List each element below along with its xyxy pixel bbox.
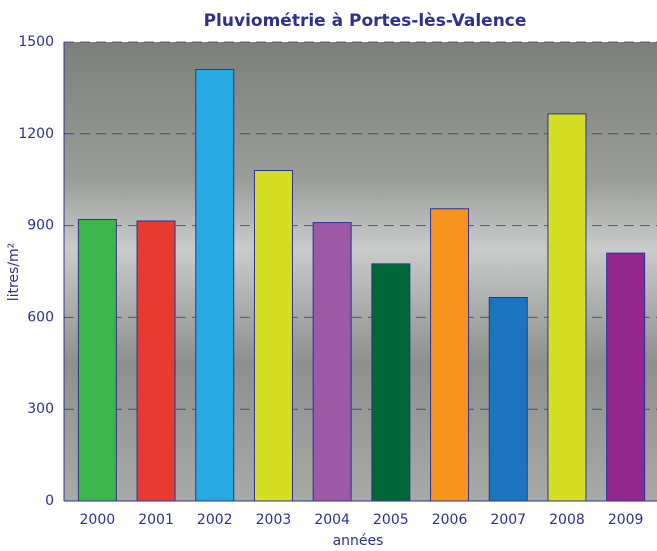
x-tick-label: 2005 [373,512,409,528]
x-tick-label: 2002 [197,512,233,528]
bar [607,253,645,501]
x-tick-label: 2009 [608,512,644,528]
bar [196,70,234,501]
bar [78,219,116,501]
y-tick-label: 1200 [18,126,54,142]
x-axis-label: années [333,533,384,549]
bar [489,298,527,501]
bar [372,264,410,501]
y-tick-label: 300 [27,401,54,417]
y-tick-label: 900 [27,218,54,234]
bar [548,114,586,501]
y-tick-label: 0 [45,493,54,509]
bar [137,221,175,501]
x-tick-label: 2007 [490,512,526,528]
chart: Pluviométrie à Portes-lès-Valence litres… [0,0,657,551]
x-tick-label: 2001 [138,512,174,528]
y-axis-label: litres/m² [6,243,22,302]
x-tick-label: 2008 [549,512,585,528]
x-tick-label: 2003 [256,512,292,528]
x-tick-label: 2004 [314,512,350,528]
x-tick-label: 2006 [432,512,468,528]
bar [254,171,292,501]
y-tick-label: 1500 [18,34,54,50]
chart-title: Pluviométrie à Portes-lès-Valence [204,11,527,31]
bar [431,209,469,501]
bar [313,223,351,501]
x-tick-label: 2000 [80,512,116,528]
y-tick-label: 600 [27,309,54,325]
